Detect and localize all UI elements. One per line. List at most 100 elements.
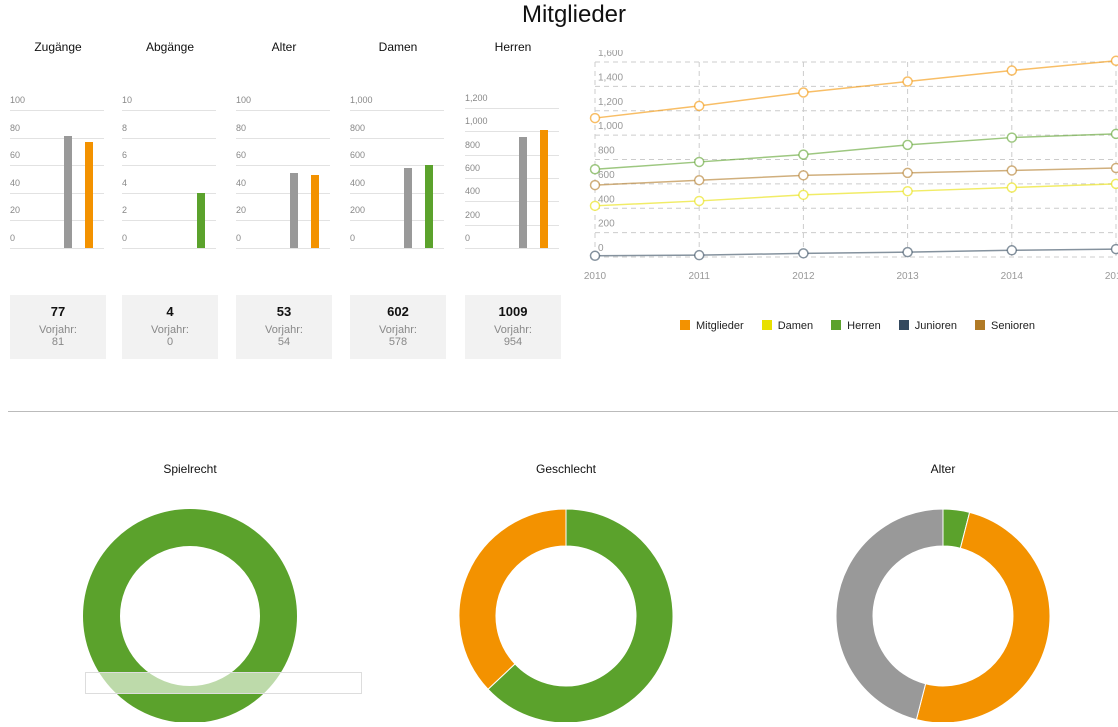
point-senioren[interactable] [591, 181, 600, 190]
point-herren[interactable] [1112, 129, 1118, 138]
x-tick: 2012 [792, 271, 815, 282]
panel-title: Abgänge [122, 40, 218, 60]
point-senioren[interactable] [1112, 164, 1118, 173]
tick-label: 1,000 [465, 116, 488, 126]
point-mitglieder[interactable] [1007, 66, 1016, 75]
donut-slice[interactable] [459, 509, 566, 689]
stat-value: 602 [350, 304, 446, 319]
divider [8, 411, 1118, 412]
panel-title: Herren [465, 40, 561, 60]
point-senioren[interactable] [799, 171, 808, 180]
stat-box: 77 Vorjahr:81 [10, 295, 106, 359]
tick-label: 80 [10, 123, 20, 133]
point-senioren[interactable] [695, 176, 704, 185]
x-tick: 2011 [688, 271, 710, 282]
gridline [236, 138, 330, 139]
bar-aktuell [311, 175, 319, 248]
point-senioren[interactable] [903, 168, 912, 177]
gridline [350, 248, 444, 249]
tick-label: 0 [465, 233, 470, 243]
point-damen[interactable] [695, 196, 704, 205]
y-tick: 1,200 [598, 97, 623, 108]
bar-aktuell [197, 193, 205, 248]
panel-title: Alter [236, 40, 332, 60]
point-damen[interactable] [903, 187, 912, 196]
tick-label: 4 [122, 178, 127, 188]
legend-swatch [899, 320, 909, 330]
legend-item[interactable]: Damen [762, 320, 813, 332]
tick-label: 0 [236, 233, 241, 243]
donut-title: Alter [823, 462, 1063, 476]
stat-box: 53 Vorjahr:54 [236, 295, 332, 359]
series-line-herren [595, 134, 1116, 169]
point-damen[interactable] [1112, 179, 1118, 188]
tick-label: 1,200 [465, 93, 488, 103]
series-line-damen [595, 184, 1116, 206]
legend-label: Herren [847, 320, 881, 332]
bar-aktuell [425, 165, 433, 248]
series-line-senioren [595, 168, 1116, 185]
point-herren[interactable] [1007, 133, 1016, 142]
point-junioren[interactable] [799, 249, 808, 258]
point-herren[interactable] [799, 150, 808, 159]
gridline [350, 138, 444, 139]
legend-item[interactable]: Junioren [899, 320, 957, 332]
tick-label: 80 [236, 123, 246, 133]
tick-label: 400 [465, 186, 480, 196]
point-damen[interactable] [1007, 183, 1016, 192]
tick-label: 20 [10, 205, 20, 215]
gridline [122, 138, 216, 139]
series-line-mitglieder [595, 61, 1116, 118]
tick-label: 800 [350, 123, 365, 133]
legend-label: Senioren [991, 320, 1035, 332]
tick-label: 400 [350, 178, 365, 188]
point-mitglieder[interactable] [799, 88, 808, 97]
y-tick: 200 [598, 219, 615, 230]
legend-item[interactable]: Mitglieder [680, 320, 744, 332]
point-damen[interactable] [591, 201, 600, 210]
gridline [122, 110, 216, 111]
bar-aktuell [540, 130, 548, 248]
tick-label: 60 [236, 150, 246, 160]
gridline [236, 248, 330, 249]
tick-label: 8 [122, 123, 127, 133]
point-junioren[interactable] [903, 248, 912, 257]
gridline [10, 248, 104, 249]
stat-prev-value: 81 [52, 336, 64, 348]
x-tick: 2010 [584, 271, 607, 282]
point-herren[interactable] [695, 157, 704, 166]
stat-value: 77 [10, 304, 106, 319]
legend-item[interactable]: Senioren [975, 320, 1035, 332]
point-junioren[interactable] [695, 251, 704, 260]
tick-label: 2 [122, 205, 127, 215]
point-mitglieder[interactable] [591, 114, 600, 123]
point-mitglieder[interactable] [1112, 56, 1118, 65]
stat-prev-label: Vorjahr: [39, 324, 77, 336]
point-herren[interactable] [591, 165, 600, 174]
line-legend: Mitglieder Damen Herren Junioren Senioren [680, 320, 1035, 332]
point-junioren[interactable] [1112, 245, 1118, 254]
tick-label: 0 [350, 233, 355, 243]
bar-vorjahr [64, 136, 72, 248]
panel-title: Zugänge [10, 40, 106, 60]
point-junioren[interactable] [591, 251, 600, 260]
stat-prev-label: Vorjahr: [151, 324, 189, 336]
stat-prev-value: 0 [167, 336, 173, 348]
stat-value: 4 [122, 304, 218, 319]
point-mitglieder[interactable] [695, 101, 704, 110]
point-junioren[interactable] [1007, 246, 1016, 255]
point-mitglieder[interactable] [903, 77, 912, 86]
tick-label: 600 [350, 150, 365, 160]
x-tick: 2013 [896, 271, 919, 282]
stat-prev-value: 578 [389, 336, 407, 348]
point-herren[interactable] [903, 140, 912, 149]
legend-swatch [680, 320, 690, 330]
point-senioren[interactable] [1007, 166, 1016, 175]
legend-item[interactable]: Herren [831, 320, 881, 332]
point-damen[interactable] [799, 190, 808, 199]
